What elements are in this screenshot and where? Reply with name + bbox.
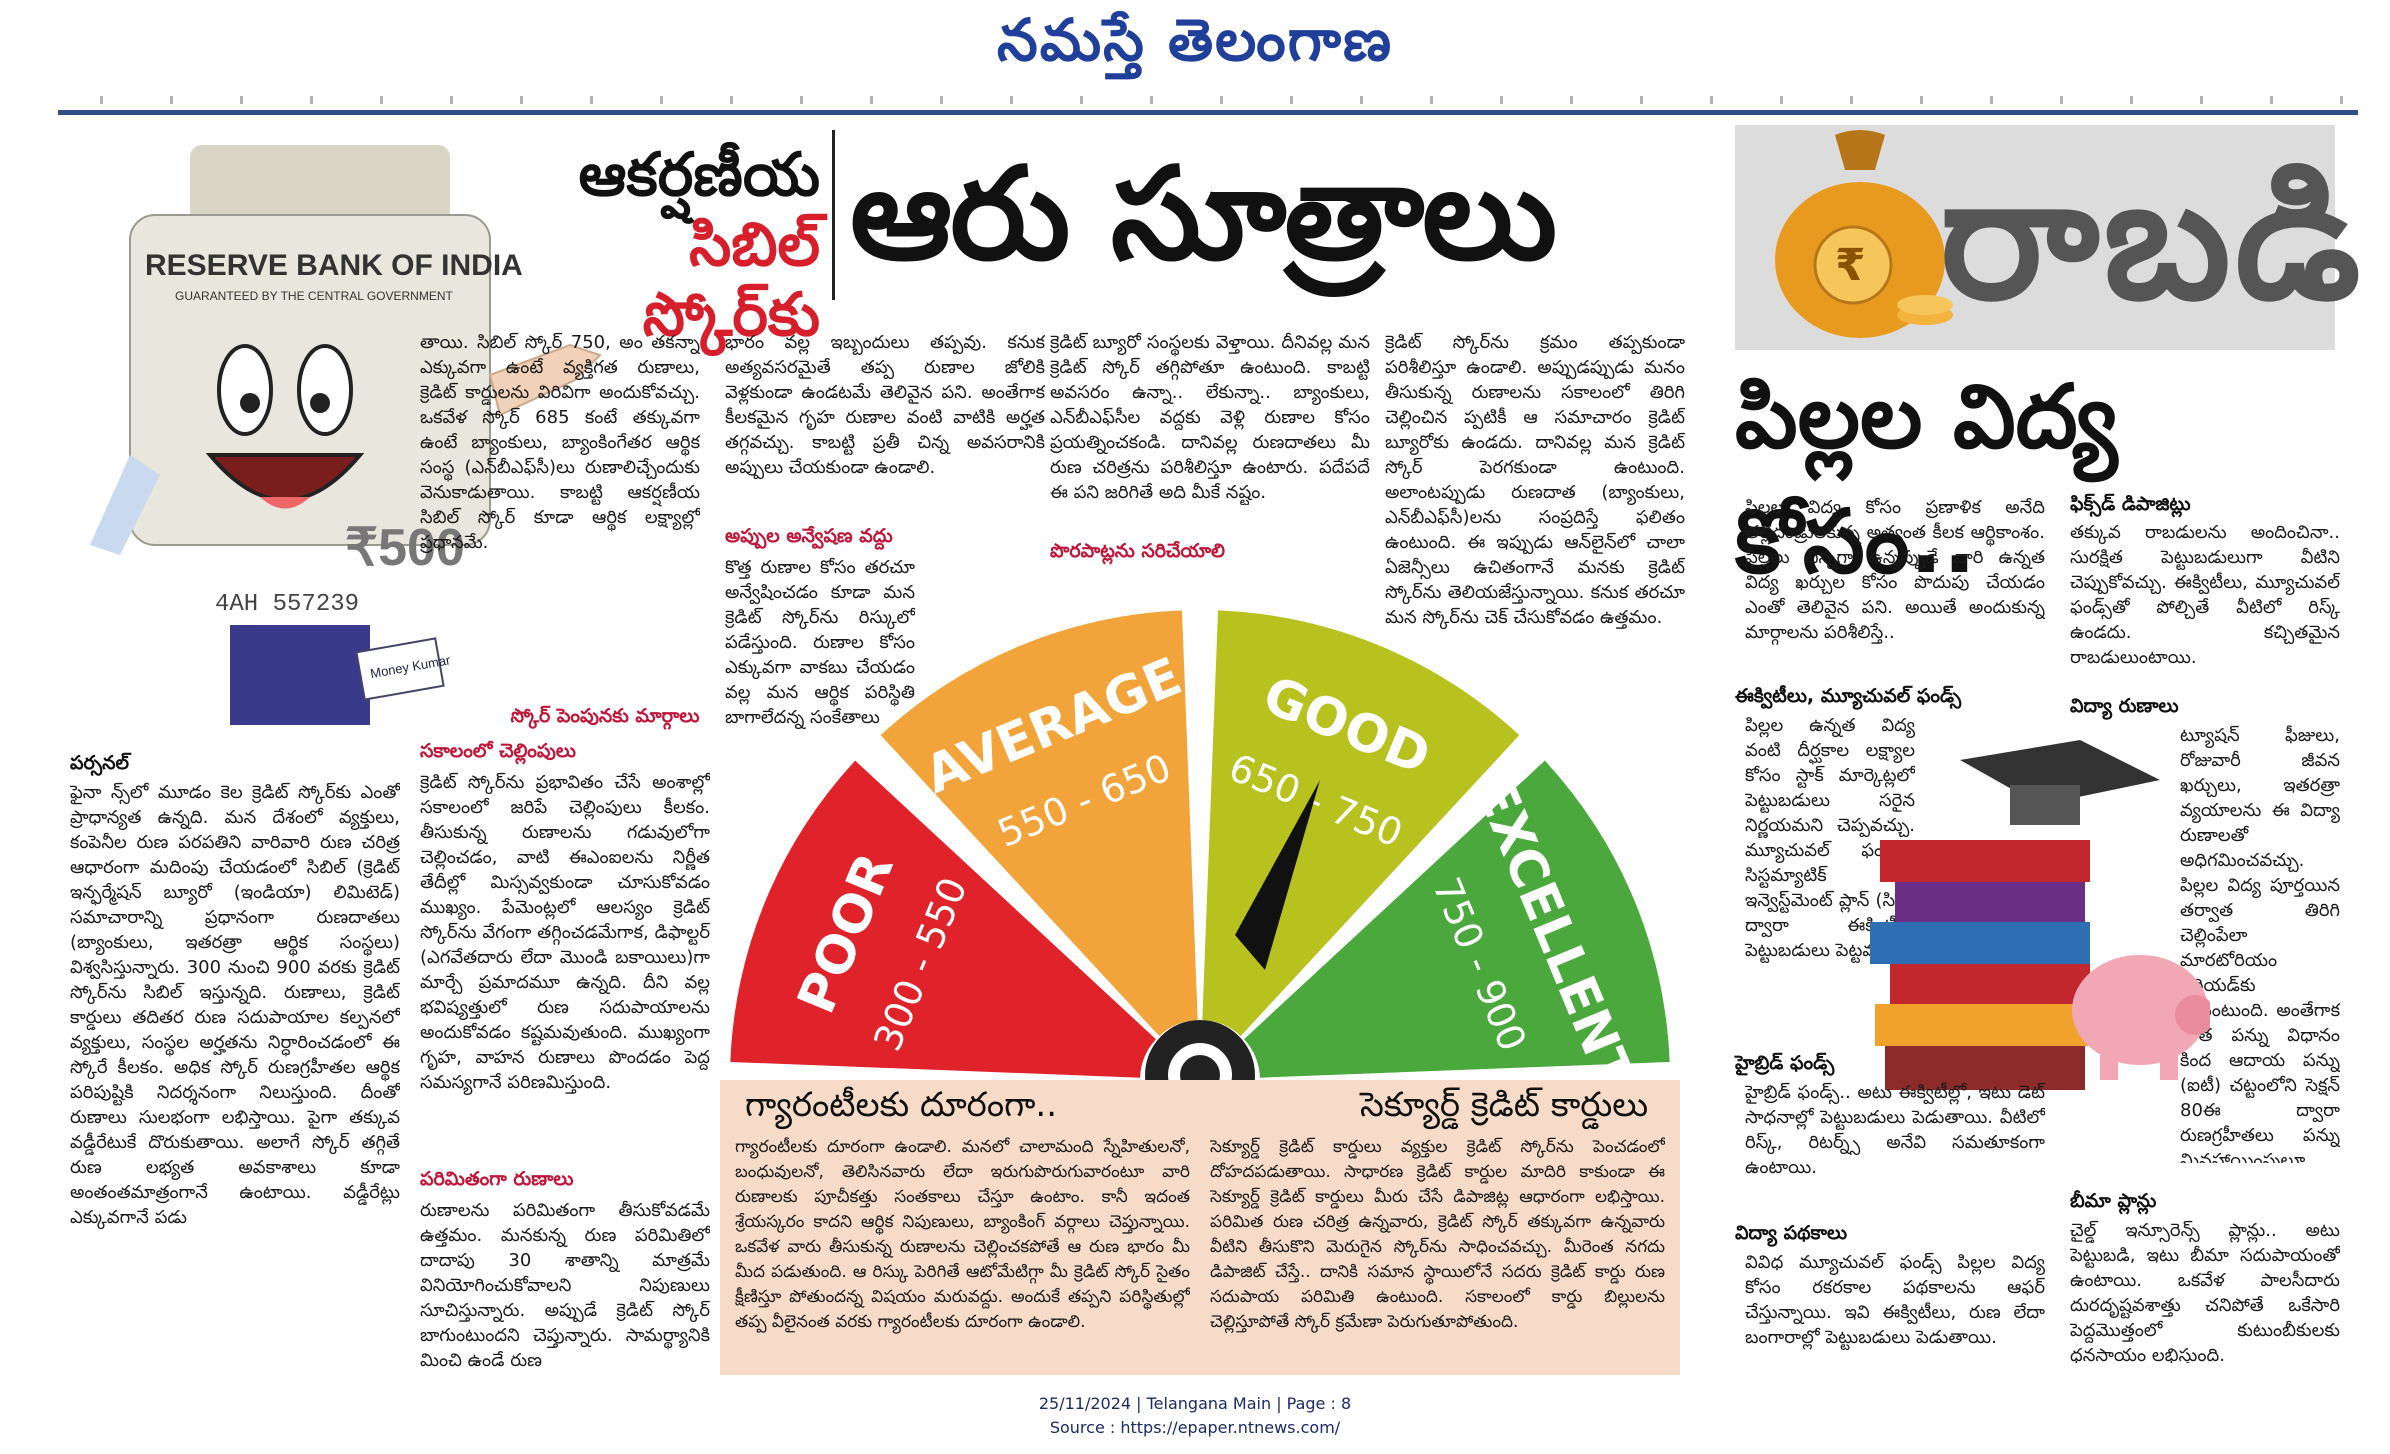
subhead-equity-mf: ఈక్విటీలు, మ్యూచువల్ ఫండ్స్ — [1735, 685, 1962, 707]
note-roll-top — [190, 145, 450, 235]
books-piggy-illustration — [1870, 740, 2210, 1090]
footer-date-page: 25/11/2024 | Telangana Main | Page : 8 — [1038, 1394, 1352, 1413]
trousers — [230, 625, 370, 725]
intro-paragraph: తాయి. సిబిల్ స్కోర్ 750, అం తకన్నా ఎక్కు… — [420, 332, 700, 553]
equity-paragraph: పిల్లల ఉన్నత విద్య వంటి దీర్ఘకాల లక్ష్యా… — [1745, 715, 1915, 961]
gauge-segment-average — [880, 610, 1198, 1036]
search-paragraph: కొత్త రుణాల కోసం తరచూ అన్వేషించడం కూడా మ… — [725, 557, 915, 728]
main-headline: ఆరు సూత్రాలు — [850, 140, 1557, 289]
col3-paragraph: భారం వల్ల ఇబ్బందులు తప్పవు. కనుక అత్యవసర… — [725, 332, 1045, 478]
note-serial: 4AH 557239 — [215, 591, 359, 618]
left-eye — [217, 344, 273, 436]
right-intro: పిల్లల విద్య కోసం ప్రణాళిక అనేది తల్లిదం… — [1745, 497, 2045, 643]
right-arm — [488, 343, 602, 417]
note-rbi-label: RESERVE BANK OF INDIA — [145, 249, 523, 282]
fd-paragraph: తక్కువ రాబడులను అందించినా.. సురక్షిత పెట… — [2070, 522, 2340, 668]
masthead: నమస్తే తెలంగాణ — [0, 0, 2390, 115]
subhead-hybrid: హైబ్రిడ్ ఫండ్స్ — [1735, 1052, 1835, 1074]
guarantee-paragraph: గ్యారంటీలకు దూరంగా ఉండాలి. మనలో చాలామంది… — [735, 1137, 1190, 1332]
gauge-needle — [1235, 780, 1320, 970]
subhead-timely-payments: సకాలంలో చెల్లింపులు — [420, 740, 576, 762]
badge — [355, 637, 445, 701]
right-eye — [297, 344, 353, 436]
col5-paragraph: క్రెడిట్ స్కోర్‌ను క్రమం తప్పకుండా పరిశీ… — [1385, 332, 1685, 628]
note-sub-label: GUARANTEED BY THE CENTRAL GOVERNMENT — [175, 289, 453, 303]
subhead-fixed-deposits: ఫిక్స్‌డ్ డిపాజిట్లు — [2070, 493, 2191, 515]
secured-card-paragraph: సెక్యూర్డ్ క్రెడిట్ కార్డులు వ్యక్తుల క్… — [1210, 1137, 1665, 1332]
newspaper-title: నమస్తే తెలంగాణ — [997, 6, 1393, 74]
subhead-score-ways: స్కోర్ పెంపునకు మార్గాలు — [510, 705, 700, 727]
hybrid-paragraph: హైబ్రిడ్ ఫండ్స్.. అటు ఈక్విటీల్లో, ఇటు డ… — [1745, 1082, 2045, 1178]
subhead-education-loans: విద్యా రుణాలు — [2070, 695, 2179, 717]
gauge-segment-poor — [730, 760, 1156, 1078]
gauge-segment-good — [1202, 610, 1520, 1036]
money-bag-icon: ₹ — [1775, 130, 1953, 338]
strip-left-head: గ్యారంటీలకు దూరంగా.. — [745, 1085, 1058, 1125]
subhead-limited-loans: పరిమితంగా రుణాలు — [420, 1168, 574, 1190]
subhead-education-schemes: విద్యా పథకాలు — [1735, 1222, 1848, 1244]
strip-right-head: సెక్యూర్డ్ క్రెడిట్ కార్డులు — [1360, 1085, 1649, 1125]
personal-paragraph: ఫైనా న్స్‌లో మూడం కెల క్రెడిట్ స్కోర్‌కు… — [70, 782, 400, 1228]
piggy-bank — [2072, 955, 2208, 1065]
schemes-paragraph: వివిధ మ్యూచువల్ ఫండ్స్ పిల్లల విద్య కోసం… — [1745, 1252, 2045, 1348]
col4-paragraph: క్రెడిట్ బ్యూరో సంస్థలకు వెళ్తాయి. దీనివ… — [1050, 332, 1370, 503]
subhead-insurance: బీమా ప్లాన్లు — [2070, 1190, 2157, 1212]
svg-text:₹: ₹ — [1835, 240, 1866, 291]
loans-paragraph: ట్యూషన్ ఫీజులు, రోజువారీ జీవన ఖర్చులు, ఇ… — [2180, 725, 2340, 1163]
timely-paragraph: క్రెడిట్ స్కోర్‌ను ప్రభావితం చేసే అంశాల్… — [420, 772, 710, 1093]
right-headline: పిల్లల విద్య కోసం.. — [1735, 365, 2118, 593]
headline-subtitle: ఆకర్షణీయ సిబిల్ స్కోర్‌కు — [500, 140, 821, 350]
masthead-ticks — [100, 96, 2350, 104]
subhead-personal: పర్సనల్ — [70, 752, 129, 774]
note-value: ₹500 — [345, 519, 465, 577]
insurance-paragraph: చైల్డ్ ఇన్సూరెన్స్ ప్లాన్లు.. అటు పెట్టు… — [2070, 1220, 2340, 1363]
footer: 25/11/2024 | Telangana Main | Page : 8 S… — [0, 1392, 2390, 1440]
grad-cap — [1960, 740, 2160, 805]
section-word: రాబడి — [1940, 140, 2365, 338]
left-arm — [90, 455, 160, 555]
limit-paragraph: రుణాలను పరిమితంగా తీసుకోవడమే ఉత్తమం. మనక… — [420, 1200, 710, 1371]
cartoon-illustration: RESERVE BANK OF INDIA GUARANTEED BY THE … — [90, 145, 602, 725]
footer-source: Source : https://epaper.ntnews.com/ — [1049, 1418, 1341, 1437]
headline-line1: ఆకర్షణీయ — [578, 140, 821, 210]
masthead-rule — [58, 110, 2358, 115]
subhead-no-search: అప్పుల అన్వేషణ వద్దు — [725, 525, 893, 547]
headline-line2: సిబిల్ స్కోర్‌కు — [642, 210, 820, 350]
gauge-bottom-panel — [720, 1080, 1680, 1375]
headline-divider — [832, 130, 835, 300]
subhead-correct-errors: పొరపాట్లను సరిచేయాలి — [1050, 540, 1225, 562]
gauge-segment-excellent — [1244, 760, 1670, 1078]
